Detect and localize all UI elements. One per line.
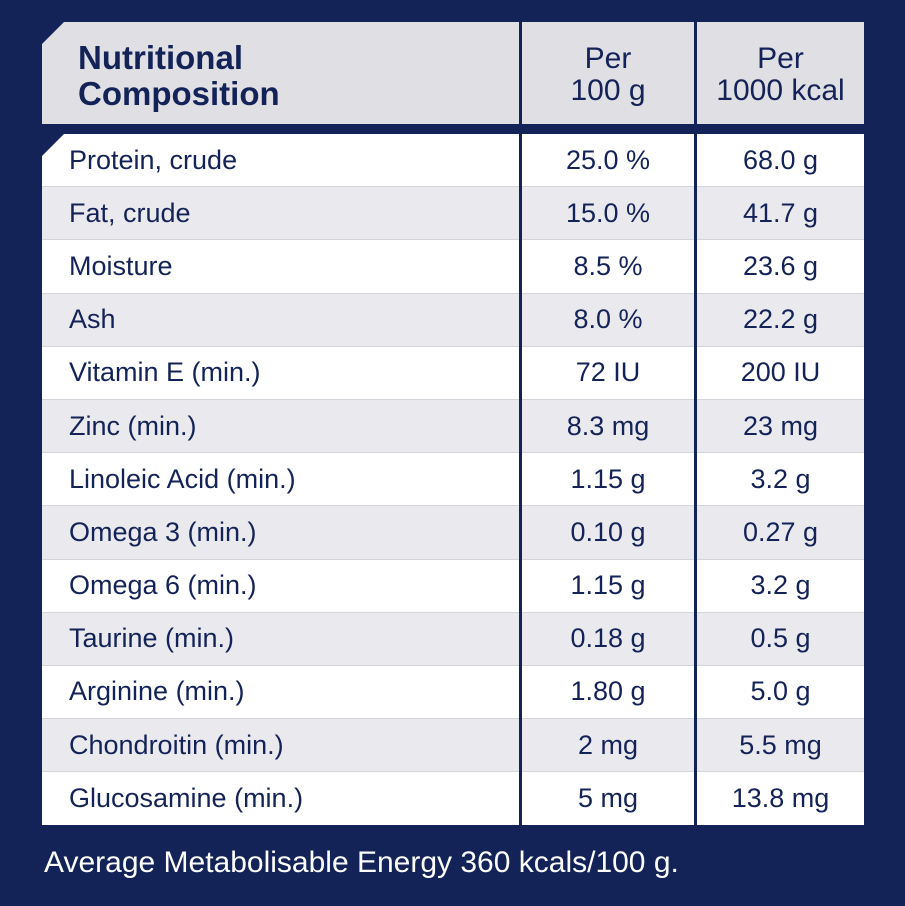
per-1000kcal-cell: 3.2 g [697,559,864,613]
header-label: Per 1000 kcal [716,42,845,107]
per-100g-cell: 2 mg [522,719,694,773]
table-row: Linoleic Acid (min.) 1.15 g 3.2 g [42,453,864,507]
nutrient-name-cell: Glucosamine (min.) [42,772,519,826]
per-1000kcal-cell: 22.2 g [697,293,864,347]
table-row: Fat, crude 15.0 % 41.7 g [42,187,864,241]
nutrient-name-cell: Omega 3 (min.) [42,506,519,560]
per-1000kcal-cell: 68.0 g [697,134,864,188]
nutrient-name-cell: Linoleic Acid (min.) [42,453,519,507]
nutrient-name-cell: Taurine (min.) [42,612,519,666]
table-row: Taurine (min.) 0.18 g 0.5 g [42,612,864,666]
header-per-1000kcal: Per 1000 kcal [697,22,864,124]
nutrient-name-cell: Ash [42,293,519,347]
per-1000kcal-cell: 3.2 g [697,453,864,507]
header-per-100g: Per 100 g [522,22,694,124]
per-1000kcal-cell: 200 IU [697,346,864,400]
per-1000kcal-cell: 13.8 mg [697,772,864,826]
nutrient-name-cell: Protein, crude [42,134,519,188]
nutrient-name-cell: Zinc (min.) [42,399,519,454]
nutrient-name-cell: Omega 6 (min.) [42,559,519,613]
per-1000kcal-cell: 23.6 g [697,240,864,294]
per-100g-cell: 72 IU [522,346,694,400]
table-body: Protein, crude 25.0 % 68.0 g Fat, crude 15.0… [42,134,864,826]
table-row: Omega 6 (min.) 1.15 g 3.2 g [42,559,864,613]
table-row: Protein, crude 25.0 % 68.0 g [42,134,864,188]
header-label: Per 100 g [570,42,646,107]
table-row: Moisture 8.5 % 23.6 g [42,240,864,294]
table-header: Nutritional Composition Per 100 g Per 10… [42,22,864,124]
nutrient-name-cell: Moisture [42,240,519,294]
table-row: Glucosamine (min.) 5 mg 13.8 mg [42,772,864,826]
energy-footnote: Average Metabolisable Energy 360 kcals/1… [44,846,679,879]
nutrient-name-cell: Chondroitin (min.) [42,719,519,773]
per-100g-cell: 15.0 % [522,187,694,241]
per-1000kcal-cell: 0.5 g [697,612,864,666]
per-100g-cell: 0.10 g [522,506,694,560]
per-100g-cell: 1.15 g [522,559,694,613]
nutrient-name-cell: Arginine (min.) [42,665,519,720]
per-100g-cell: 25.0 % [522,134,694,188]
per-100g-cell: 5 mg [522,772,694,826]
table-row: Vitamin E (min.) 72 IU 200 IU [42,346,864,400]
table-row: Omega 3 (min.) 0.10 g 0.27 g [42,506,864,560]
nutrient-name-cell: Vitamin E (min.) [42,346,519,400]
per-100g-cell: 8.5 % [522,240,694,294]
per-100g-cell: 1.15 g [522,453,694,507]
table-row: Arginine (min.) 1.80 g 5.0 g [42,665,864,720]
nutrition-table: Nutritional Composition Per 100 g Per 10… [42,22,864,826]
table-row: Chondroitin (min.) 2 mg 5.5 mg [42,719,864,773]
per-100g-cell: 0.18 g [522,612,694,666]
per-100g-cell: 1.80 g [522,665,694,720]
header-nutritional-composition: Nutritional Composition [42,22,519,124]
header-label: Nutritional Composition [78,39,280,112]
per-1000kcal-cell: 5.5 mg [697,719,864,773]
table-row: Zinc (min.) 8.3 mg 23 mg [42,399,864,454]
per-100g-cell: 8.3 mg [522,399,694,454]
per-1000kcal-cell: 23 mg [697,399,864,454]
per-1000kcal-cell: 5.0 g [697,665,864,720]
nutrient-name-cell: Fat, crude [42,187,519,241]
per-100g-cell: 8.0 % [522,293,694,347]
per-1000kcal-cell: 41.7 g [697,187,864,241]
per-1000kcal-cell: 0.27 g [697,506,864,560]
table-row: Ash 8.0 % 22.2 g [42,293,864,347]
